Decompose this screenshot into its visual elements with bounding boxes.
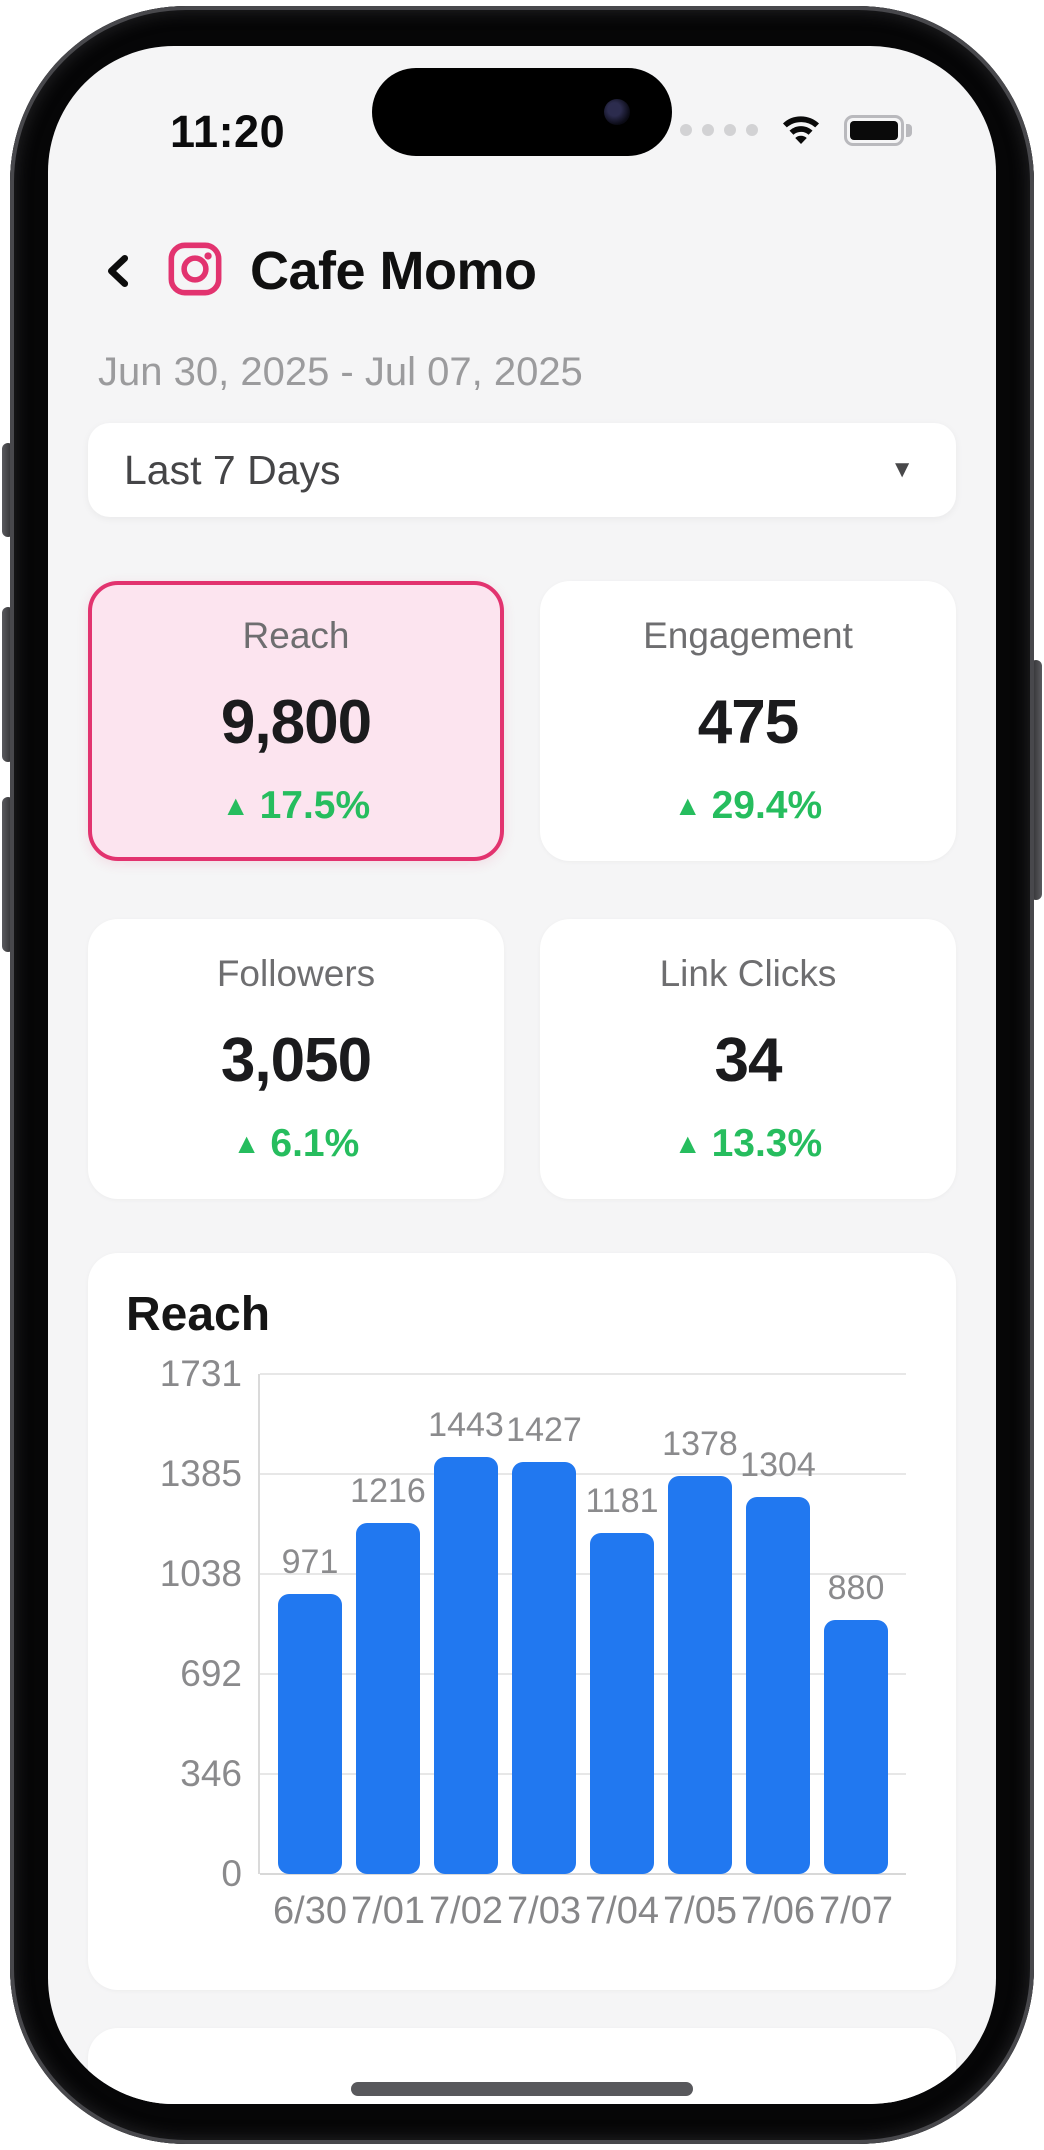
front-camera-icon xyxy=(604,99,630,125)
y-axis-tick-label: 692 xyxy=(180,1653,242,1695)
y-axis-tick-label: 0 xyxy=(221,1853,242,1894)
bar-series: 971 6/30 1216 7/01 1443 7/02 1427 7/03 1181 7/04 1… xyxy=(260,1374,906,1932)
app-header: Cafe Momo xyxy=(100,234,956,308)
wifi-icon xyxy=(778,110,824,150)
bar-value-label: 1443 xyxy=(428,1406,504,1445)
trend-up-icon: ▲ xyxy=(673,1127,702,1159)
bar-slot: 1443 7/02 xyxy=(428,1374,504,1932)
x-axis-tick-label: 6/30 xyxy=(273,1890,347,1932)
bar-value-label: 1304 xyxy=(740,1446,816,1485)
x-axis-tick-label: 7/05 xyxy=(663,1890,737,1932)
metric-value: 3,050 xyxy=(220,1025,372,1095)
bar-value-label: 880 xyxy=(827,1568,885,1607)
bar-slot: 1378 7/05 xyxy=(662,1374,738,1932)
period-dropdown-value: Last 7 Days xyxy=(124,446,341,493)
bar-value-label: 1181 xyxy=(585,1481,659,1520)
chart-bar xyxy=(278,1593,342,1874)
metric-delta-value: 13.3% xyxy=(711,1121,823,1165)
trend-up-icon: ▲ xyxy=(673,789,702,821)
bar-slot: 1216 7/01 xyxy=(350,1374,426,1932)
status-icons xyxy=(680,98,912,162)
chart-bar xyxy=(356,1522,420,1874)
y-axis-tick-label: 1731 xyxy=(159,1353,242,1394)
trend-up-icon: ▲ xyxy=(232,1127,261,1159)
metrics-grid: Reach 9,800 ▲ 17.5% Engagement 475 ▲ 29.… xyxy=(88,581,956,1199)
x-axis-tick-label: 7/01 xyxy=(351,1890,425,1932)
x-axis-tick-label: 7/07 xyxy=(819,1890,893,1932)
bar-value-label: 1378 xyxy=(662,1424,738,1463)
bar-value-label: 971 xyxy=(281,1542,339,1581)
reach-chart-card: Reach 0 346 692 1038 1385 1731 971 6/30 1216 7/01… xyxy=(88,1253,956,1990)
chart-bar xyxy=(434,1457,498,1874)
x-axis-tick-label: 7/06 xyxy=(741,1890,815,1932)
period-dropdown[interactable]: Last 7 Days ▼ xyxy=(88,423,956,517)
metric-delta-value: 29.4% xyxy=(711,783,823,827)
gridline xyxy=(260,1373,906,1375)
chart-bar xyxy=(824,1619,888,1874)
bar-slot: 1181 7/04 xyxy=(585,1374,659,1932)
x-axis-tick-label: 7/02 xyxy=(429,1890,503,1932)
bar-value-label: 1427 xyxy=(506,1410,582,1449)
chart-title: Reach xyxy=(126,1288,271,1341)
instagram-icon xyxy=(166,240,224,303)
reach-chart-plot: 0 346 692 1038 1385 1731 971 6/30 1216 7/01 1443 7/… xyxy=(160,1355,906,1932)
metric-label: Link Clicks xyxy=(659,952,837,994)
metric-delta: ▲ 13.3% xyxy=(674,1122,822,1166)
x-axis-tick-label: 7/03 xyxy=(507,1890,581,1932)
dynamic-island xyxy=(372,68,672,156)
home-indicator[interactable] xyxy=(351,2082,693,2096)
battery-icon xyxy=(844,114,912,146)
gridline xyxy=(260,1472,906,1475)
metric-delta: ▲ 6.1% xyxy=(233,1122,360,1166)
chart-bar xyxy=(590,1532,654,1874)
y-axis-tick-label: 1385 xyxy=(159,1452,242,1494)
y-axis-tick-label: 1038 xyxy=(159,1553,242,1595)
metric-label: Engagement xyxy=(643,614,853,656)
metric-label: Reach xyxy=(242,614,350,656)
metric-card-engagement[interactable]: Engagement 475 ▲ 29.4% xyxy=(540,581,956,861)
bar-slot: 880 7/07 xyxy=(819,1374,893,1932)
screen: 11:20 xyxy=(48,46,996,2104)
x-axis-tick-label: 7/04 xyxy=(585,1890,659,1932)
bar-slot: 1427 7/03 xyxy=(506,1374,582,1932)
gridline xyxy=(260,1573,906,1576)
metric-card-reach[interactable]: Reach 9,800 ▲ 17.5% xyxy=(88,581,504,861)
chart-bar xyxy=(668,1475,732,1874)
chart-bar xyxy=(512,1461,576,1874)
trend-up-icon: ▲ xyxy=(221,789,250,821)
gridline xyxy=(260,1773,906,1776)
metric-card-link-clicks[interactable]: Link Clicks 34 ▲ 13.3% xyxy=(540,919,956,1199)
metric-label: Followers xyxy=(216,952,376,994)
bar-value-label: 1216 xyxy=(350,1471,426,1510)
metric-value: 475 xyxy=(697,687,799,757)
chart-bar xyxy=(746,1497,810,1874)
status-time: 11:20 xyxy=(170,106,286,157)
bar-slot: 1304 7/06 xyxy=(740,1374,816,1932)
bar-slot: 971 6/30 xyxy=(273,1374,347,1932)
metric-card-followers[interactable]: Followers 3,050 ▲ 6.1% xyxy=(88,919,504,1199)
main-content: Cafe Momo Jun 30, 2025 - Jul 07, 2025 La… xyxy=(48,234,996,2104)
gridline xyxy=(260,1873,906,1875)
metric-value: 9,800 xyxy=(220,687,372,757)
metric-delta: ▲ 17.5% xyxy=(222,784,370,828)
metric-value: 34 xyxy=(714,1025,783,1095)
cellular-signal-icon xyxy=(680,124,758,136)
metric-delta-value: 17.5% xyxy=(259,783,371,827)
page-title: Cafe Momo xyxy=(250,241,537,301)
metric-delta-value: 6.1% xyxy=(270,1121,360,1165)
metric-delta: ▲ 29.4% xyxy=(674,784,822,828)
date-range-label: Jun 30, 2025 - Jul 07, 2025 xyxy=(98,350,583,394)
status-bar: 11:20 xyxy=(48,46,996,206)
gridline xyxy=(260,1673,906,1676)
chevron-down-icon: ▼ xyxy=(890,456,914,483)
back-button[interactable] xyxy=(100,244,140,298)
y-axis-tick-label: 346 xyxy=(180,1753,242,1795)
